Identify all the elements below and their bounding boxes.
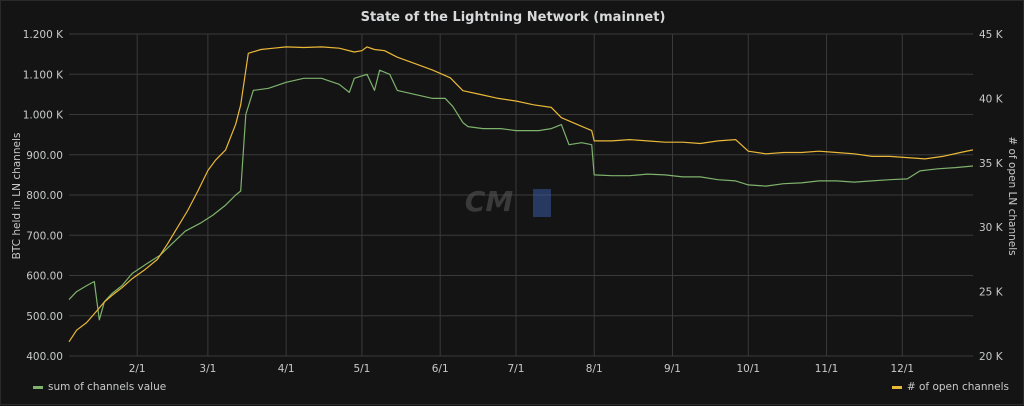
left-tick-label: 600.00: [26, 271, 63, 283]
legend-item-open-channels[interactable]: # of open channels: [891, 381, 1009, 393]
x-tick-label: 8/1: [586, 363, 603, 375]
x-tick-label: 9/1: [664, 363, 681, 375]
watermark-text: CM: [465, 185, 514, 218]
left-axis-label: BTC held in LN channels: [11, 133, 23, 260]
right-tick-label: 25 K: [979, 287, 1004, 299]
right-tick-label: 35 K: [979, 158, 1004, 170]
x-tick-label: 10/1: [736, 363, 760, 375]
legend-swatch-yellow: [891, 385, 902, 389]
watermark-logo: CM: [465, 185, 551, 218]
x-tick-label: 11/1: [815, 363, 839, 375]
right-tick-label: 30 K: [979, 222, 1004, 234]
x-tick-label: 12/1: [890, 363, 914, 375]
watermark-mark: [533, 189, 551, 217]
right-axis-ticks: 20 K 25 K 30 K 35 K 40 K 45 K: [979, 29, 1004, 363]
x-tick-label: 3/1: [199, 363, 216, 375]
x-tick-label: 7/1: [507, 363, 524, 375]
x-tick-label: 6/1: [432, 363, 449, 375]
left-tick-label: 1.200 K: [23, 29, 64, 41]
grid-lines: [69, 33, 973, 357]
right-tick-label: 45 K: [979, 29, 1004, 41]
left-tick-label: 500.00: [26, 311, 63, 323]
right-tick-label: 40 K: [979, 93, 1004, 105]
x-tick-label: 4/1: [278, 363, 295, 375]
right-tick-label: 20 K: [979, 351, 1004, 363]
left-tick-label: 1.000 K: [23, 110, 64, 122]
right-axis-label: # of open LN channels: [1006, 136, 1018, 255]
left-tick-label: 1.100 K: [23, 69, 64, 81]
legend-label: # of open channels: [906, 381, 1009, 393]
legend-label: sum of channels value: [48, 381, 167, 393]
left-tick-label: 700.00: [26, 230, 63, 242]
series-line-sum-of-channels-value: [68, 69, 974, 321]
panel-title[interactable]: State of the Lightning Network (mainnet): [360, 10, 666, 25]
x-tick-label: 5/1: [353, 363, 370, 375]
x-tick-label: 2/1: [129, 363, 146, 375]
left-axis-ticks: 400.00 500.00 600.00 700.00 800.00 900.00 1.00…: [23, 29, 64, 363]
legend-swatch-green: [33, 385, 43, 389]
x-axis-ticks: 2/1 3/1 4/1 5/1 6/1 7/1 8/1 9/1 10/1 11/1 12/1: [129, 363, 914, 375]
series-lines: [68, 46, 974, 343]
left-tick-label: 400.00: [26, 351, 63, 363]
left-tick-label: 900.00: [26, 150, 63, 162]
left-tick-label: 800.00: [26, 190, 63, 202]
series-line-open-channels: [68, 46, 974, 343]
legend-item-sum-value[interactable]: sum of channels value: [33, 381, 166, 393]
